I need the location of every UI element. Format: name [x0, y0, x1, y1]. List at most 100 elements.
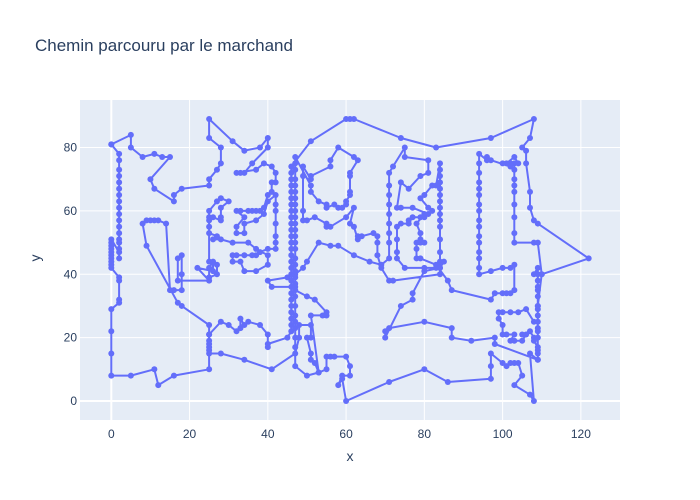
x-tick-label: 0	[108, 427, 115, 441]
data-point	[229, 239, 236, 246]
y-axis-label: y	[27, 255, 43, 262]
data-point	[163, 220, 170, 227]
data-point	[264, 331, 271, 338]
data-point	[159, 154, 166, 161]
data-point	[260, 160, 267, 167]
data-point	[437, 173, 443, 180]
data-point	[307, 350, 314, 357]
data-point	[382, 334, 389, 341]
data-point	[307, 312, 314, 319]
data-point	[499, 264, 506, 271]
data-point	[272, 245, 279, 252]
data-point	[127, 131, 134, 138]
data-point	[534, 302, 541, 309]
data-point	[350, 154, 357, 161]
data-point	[108, 328, 115, 335]
data-point	[233, 230, 240, 237]
data-point	[386, 201, 393, 208]
data-point	[350, 223, 357, 230]
data-point	[116, 185, 123, 192]
data-point	[429, 182, 436, 189]
data-point	[241, 220, 248, 227]
data-point	[264, 144, 271, 151]
data-point	[386, 255, 393, 262]
data-point	[288, 328, 295, 335]
data-point	[339, 375, 346, 382]
data-point	[311, 296, 318, 303]
data-point	[347, 188, 353, 195]
data-point	[174, 277, 181, 284]
data-point	[511, 176, 518, 183]
data-point	[409, 296, 416, 303]
data-point	[397, 302, 404, 309]
data-point	[343, 353, 350, 360]
data-point	[288, 226, 295, 233]
data-point	[511, 382, 518, 389]
data-point	[307, 138, 314, 145]
data-point	[515, 160, 522, 167]
data-point	[288, 277, 295, 284]
x-tick-label: 80	[418, 427, 432, 441]
data-point	[225, 321, 232, 328]
data-point	[530, 271, 537, 278]
data-point	[343, 116, 350, 123]
data-point	[108, 372, 115, 379]
data-point	[507, 309, 514, 316]
data-point	[178, 185, 185, 192]
data-point	[288, 245, 295, 252]
data-point	[527, 391, 533, 398]
data-point	[253, 217, 260, 224]
data-point	[476, 185, 483, 192]
data-point	[417, 236, 424, 243]
data-point	[237, 258, 244, 265]
data-point	[401, 264, 408, 271]
data-point	[343, 198, 350, 205]
data-point	[116, 296, 123, 303]
data-point	[527, 188, 533, 195]
data-point	[229, 138, 236, 145]
data-point	[350, 252, 357, 259]
data-point	[468, 337, 475, 344]
data-point	[213, 233, 220, 240]
data-point	[307, 182, 314, 189]
data-point	[217, 144, 224, 151]
data-point	[499, 160, 506, 167]
data-point	[417, 195, 424, 202]
data-point	[178, 271, 185, 278]
data-point	[499, 321, 506, 328]
data-point	[444, 277, 451, 284]
y-tick-label: 20	[64, 331, 78, 345]
data-point	[327, 163, 334, 170]
data-point	[268, 163, 275, 170]
data-point	[288, 233, 295, 240]
data-point	[515, 309, 522, 316]
data-point	[534, 334, 541, 341]
data-point	[300, 173, 307, 180]
data-point	[390, 163, 397, 170]
data-point	[264, 135, 271, 142]
data-point	[167, 287, 173, 294]
data-point	[417, 214, 424, 221]
data-point	[288, 182, 295, 189]
data-point	[151, 366, 158, 373]
data-point	[108, 141, 115, 148]
data-point	[288, 296, 295, 303]
data-point	[327, 242, 334, 249]
data-point	[393, 236, 400, 243]
data-point	[272, 239, 279, 246]
data-point	[483, 157, 490, 164]
data-point	[437, 223, 443, 230]
data-point	[116, 245, 123, 252]
data-point	[425, 157, 432, 164]
data-point	[288, 321, 295, 328]
data-point	[476, 179, 483, 186]
data-point	[303, 372, 310, 379]
data-point	[323, 309, 330, 316]
data-point	[315, 369, 322, 376]
data-point	[206, 182, 213, 189]
data-point	[213, 166, 220, 173]
data-point	[437, 192, 443, 199]
data-point	[257, 144, 263, 151]
data-point	[476, 169, 483, 176]
data-point	[147, 176, 154, 183]
